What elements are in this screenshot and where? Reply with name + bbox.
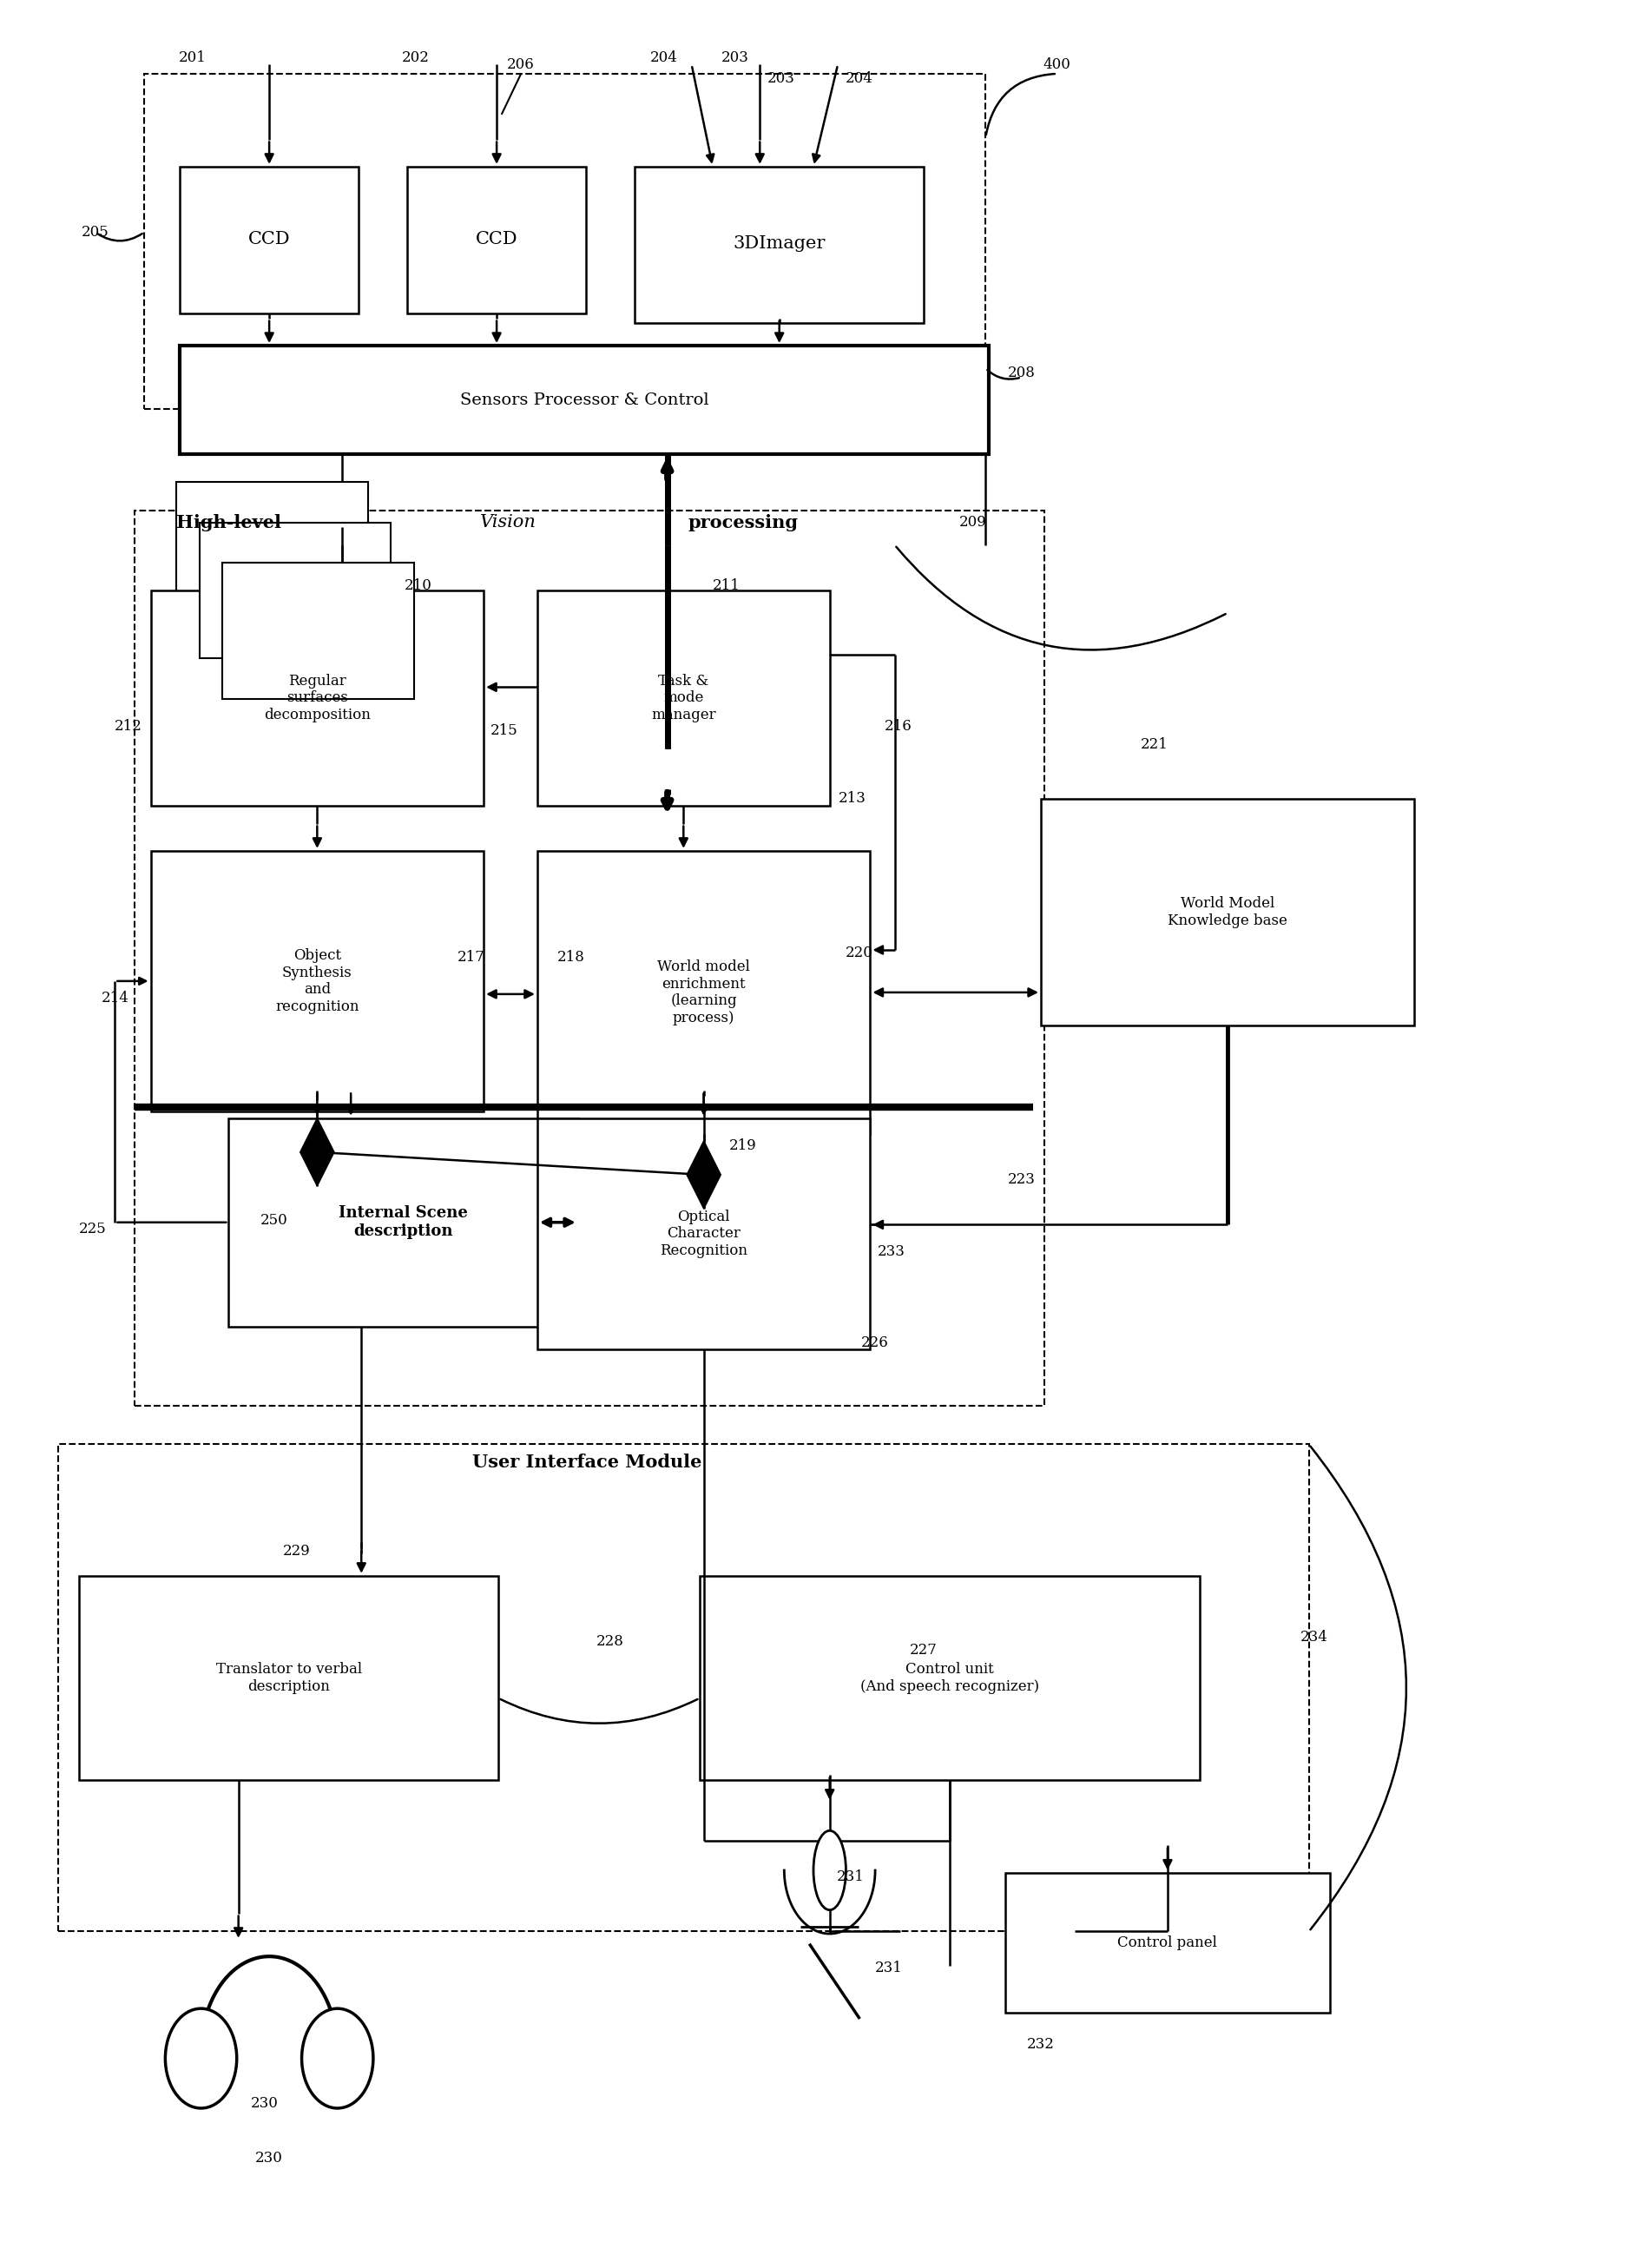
FancyBboxPatch shape [537, 1118, 870, 1349]
FancyBboxPatch shape [537, 590, 829, 805]
FancyBboxPatch shape [699, 1576, 1200, 1780]
Text: 215: 215 [489, 723, 517, 737]
Text: 217: 217 [457, 950, 485, 964]
Text: Sensors Processor & Control: Sensors Processor & Control [460, 392, 709, 408]
Text: 208: 208 [1006, 365, 1034, 381]
Polygon shape [299, 1118, 333, 1186]
Text: 221: 221 [1140, 737, 1167, 751]
Text: Translator to verbal
description: Translator to verbal description [216, 1662, 361, 1694]
Text: 229: 229 [283, 1545, 311, 1558]
Text: 230: 230 [250, 2096, 278, 2112]
Text: 209: 209 [958, 515, 985, 531]
Text: World model
enrichment
(learning
process): World model enrichment (learning process… [657, 959, 750, 1025]
Text: 231: 231 [836, 1869, 863, 1885]
Text: 220: 220 [844, 946, 872, 959]
Text: 203: 203 [722, 50, 750, 66]
Text: 218: 218 [556, 950, 584, 964]
Text: 233: 233 [876, 1245, 904, 1259]
Ellipse shape [813, 1830, 846, 1910]
Text: 213: 213 [837, 792, 865, 805]
Text: 216: 216 [883, 719, 911, 733]
Text: 201: 201 [179, 50, 207, 66]
FancyBboxPatch shape [537, 850, 870, 1134]
Text: 212: 212 [114, 719, 141, 733]
FancyBboxPatch shape [151, 590, 483, 805]
Text: Control panel: Control panel [1117, 1935, 1216, 1950]
Text: User Interface Module: User Interface Module [472, 1454, 701, 1472]
Text: World Model
Knowledge base: World Model Knowledge base [1167, 896, 1286, 928]
Circle shape [301, 2009, 372, 2109]
FancyBboxPatch shape [177, 481, 367, 617]
Text: 226: 226 [860, 1336, 888, 1349]
Text: 231: 231 [875, 1960, 902, 1975]
Text: 234: 234 [1299, 1631, 1327, 1644]
Circle shape [166, 2009, 237, 2109]
FancyBboxPatch shape [200, 522, 390, 658]
FancyBboxPatch shape [229, 1118, 577, 1327]
Text: 225: 225 [80, 1222, 107, 1236]
Text: 204: 204 [844, 70, 872, 86]
Text: 214: 214 [101, 991, 128, 1005]
Text: 219: 219 [728, 1139, 756, 1152]
Text: Object
Synthesis
and
recognition: Object Synthesis and recognition [275, 948, 359, 1014]
Text: Task &
mode
manager: Task & mode manager [650, 674, 715, 721]
Text: 232: 232 [1026, 2037, 1054, 2053]
Text: Optical
Character
Recognition: Optical Character Recognition [660, 1209, 748, 1259]
FancyBboxPatch shape [223, 562, 413, 699]
Text: Internal Scene
description: Internal Scene description [338, 1207, 468, 1238]
FancyBboxPatch shape [1041, 798, 1413, 1025]
Text: processing: processing [688, 513, 798, 531]
FancyBboxPatch shape [180, 345, 989, 454]
FancyBboxPatch shape [180, 166, 358, 313]
Text: Regular
surfaces
decomposition: Regular surfaces decomposition [263, 674, 371, 721]
Text: 223: 223 [1006, 1173, 1034, 1186]
FancyBboxPatch shape [634, 166, 924, 322]
Text: 3DImager: 3DImager [733, 236, 824, 252]
Text: 228: 228 [597, 1635, 624, 1649]
Text: High-level: High-level [177, 513, 281, 531]
Text: 211: 211 [712, 578, 740, 594]
Text: 230: 230 [255, 2150, 283, 2166]
FancyBboxPatch shape [1005, 1873, 1330, 2014]
Polygon shape [686, 1141, 720, 1209]
Text: 250: 250 [260, 1213, 288, 1227]
Text: 400: 400 [1042, 57, 1070, 73]
Text: 227: 227 [909, 1644, 937, 1658]
FancyBboxPatch shape [80, 1576, 498, 1780]
FancyBboxPatch shape [406, 166, 585, 313]
FancyBboxPatch shape [151, 850, 483, 1111]
Text: Control unit
(And speech recognizer): Control unit (And speech recognizer) [860, 1662, 1039, 1694]
Text: 205: 205 [81, 225, 109, 240]
Text: CCD: CCD [249, 231, 289, 247]
Text: 206: 206 [507, 57, 535, 73]
Text: Vision: Vision [480, 515, 537, 531]
Text: 202: 202 [402, 50, 429, 66]
Text: 210: 210 [403, 578, 431, 594]
Text: 203: 203 [767, 70, 795, 86]
Text: CCD: CCD [475, 231, 517, 247]
Text: 204: 204 [650, 50, 678, 66]
